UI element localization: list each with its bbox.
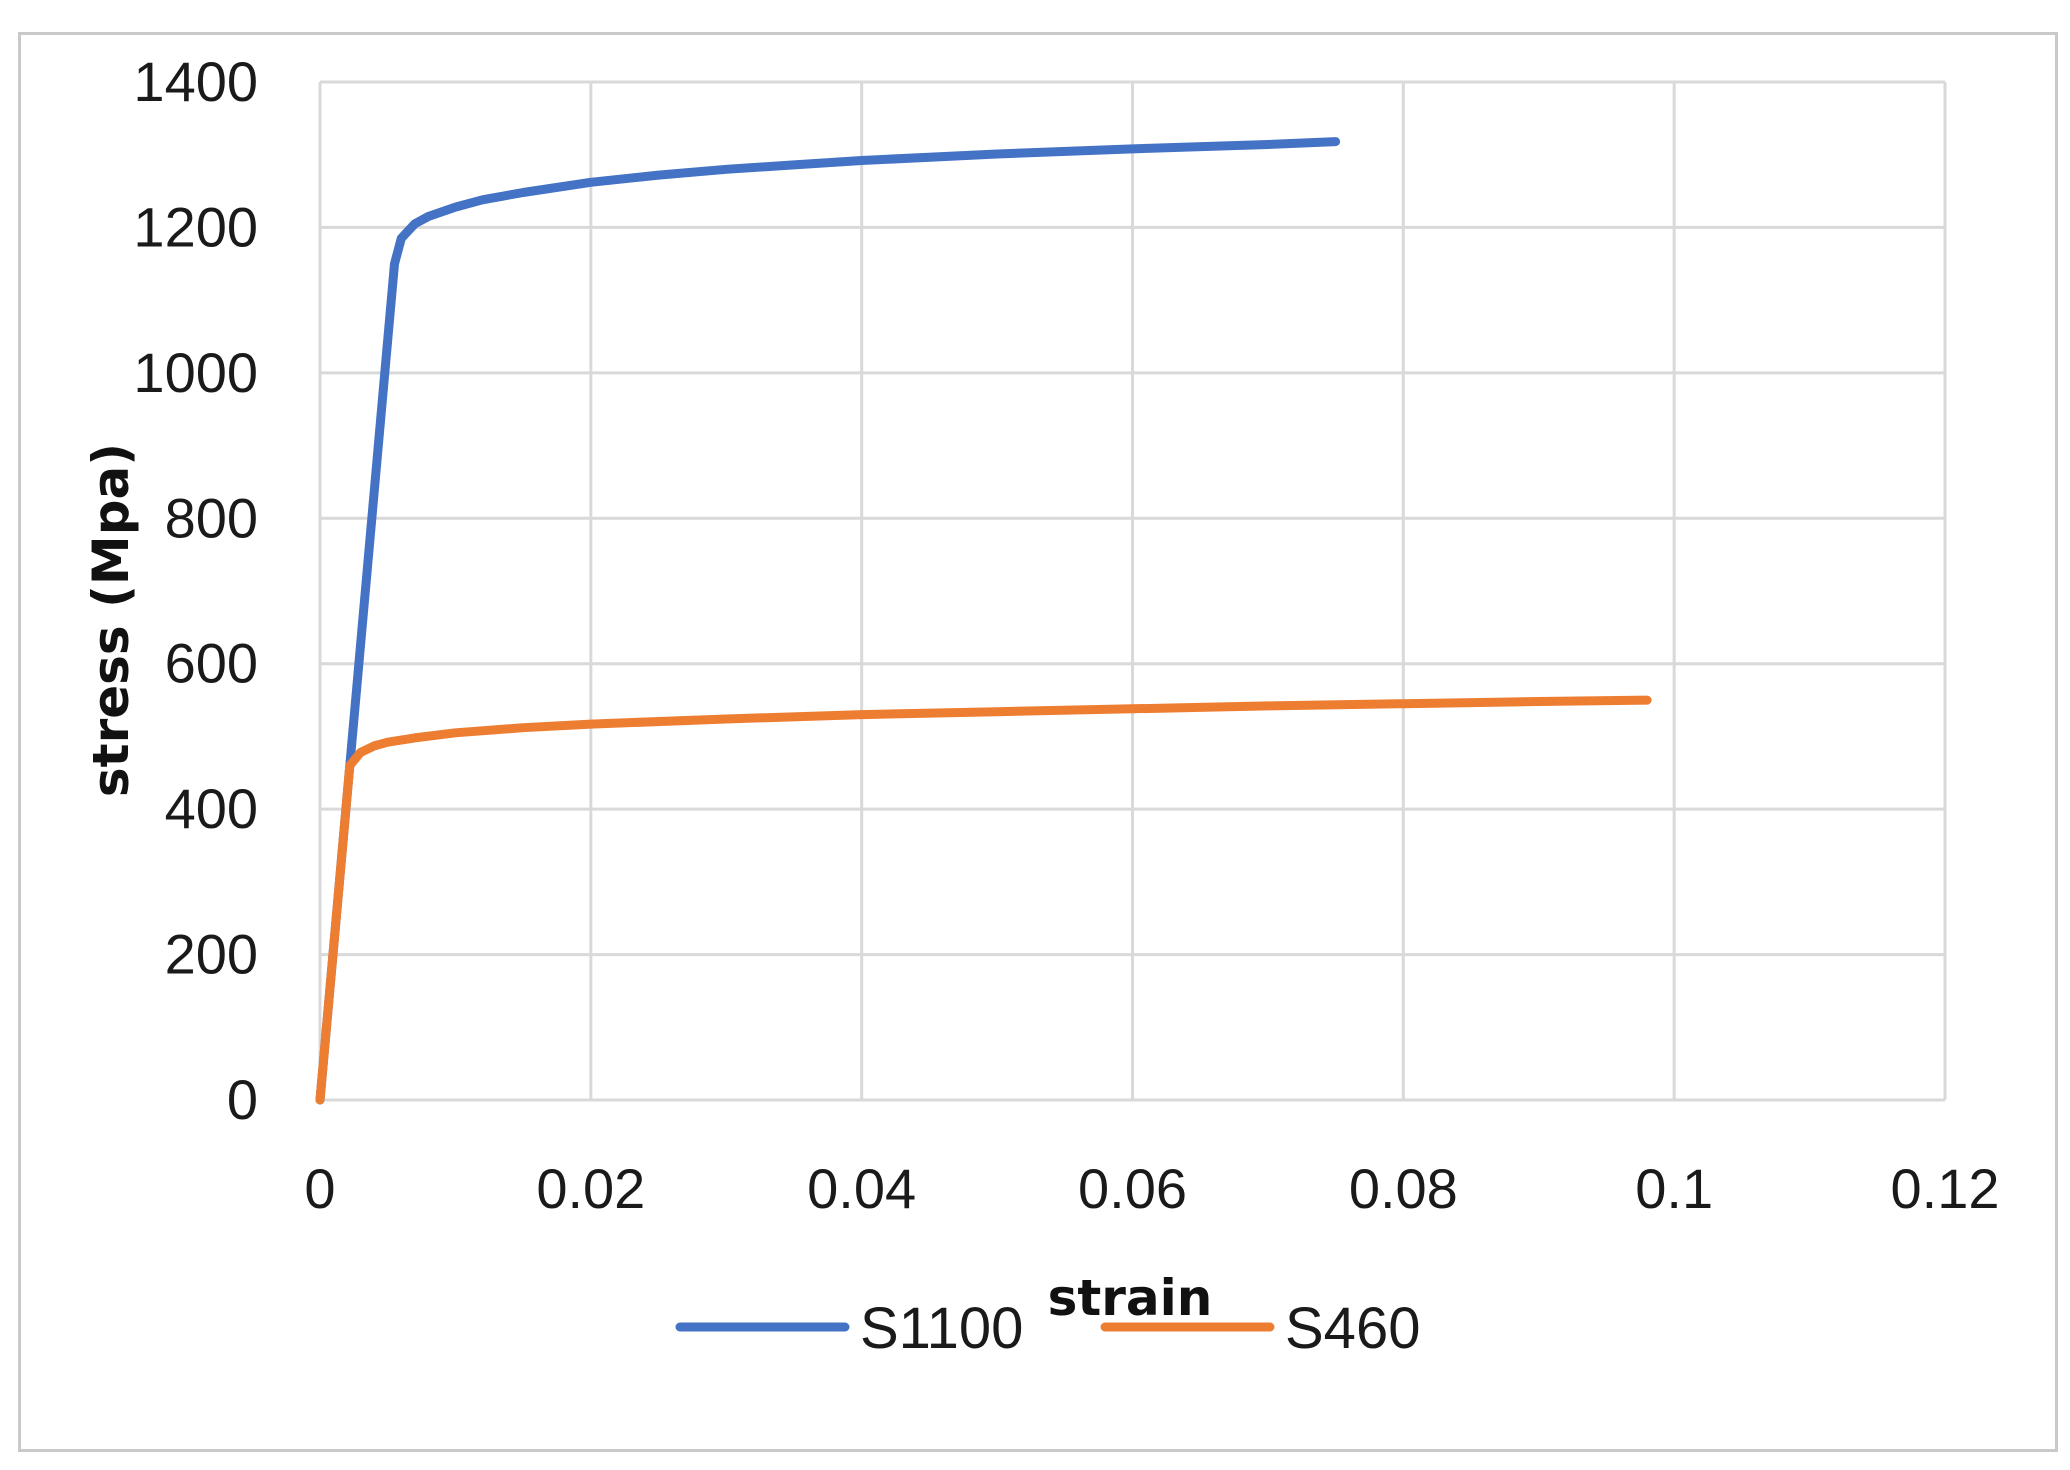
y-tick-label: 1400 bbox=[133, 50, 258, 113]
y-tick-label: 800 bbox=[165, 486, 258, 549]
legend: S1100 S460 bbox=[675, 1296, 1420, 1361]
legend-label-s1100: S1100 bbox=[860, 1296, 1023, 1361]
x-axis-ticks: 0 0.02 0.04 0.06 0.08 0.1 0.12 bbox=[304, 1157, 1999, 1220]
grid bbox=[318, 80, 1947, 1102]
series-line-s1100 bbox=[315, 137, 1341, 1105]
legend-label-s460: S460 bbox=[1285, 1296, 1420, 1361]
y-tick-label: 1200 bbox=[133, 195, 258, 258]
y-tick-label: 1000 bbox=[133, 341, 258, 404]
y-axis-ticks: 0 200 400 600 800 1000 1200 1400 bbox=[133, 50, 258, 1131]
y-tick-label: 0 bbox=[227, 1068, 258, 1131]
y-tick-label: 400 bbox=[165, 777, 258, 840]
x-tick-label: 0.06 bbox=[1078, 1157, 1187, 1220]
series-lines bbox=[315, 137, 1652, 1105]
x-tick-label: 0.12 bbox=[1891, 1157, 2000, 1220]
chart-frame bbox=[18, 32, 2058, 1452]
x-axis-title: strain bbox=[1048, 1269, 1213, 1327]
y-axis-title: stress (Mpa) bbox=[82, 443, 140, 797]
x-tick-label: 0.04 bbox=[807, 1157, 916, 1220]
y-tick-label: 600 bbox=[165, 632, 258, 695]
y-tick-label: 200 bbox=[165, 923, 258, 986]
x-tick-label: 0.02 bbox=[536, 1157, 645, 1220]
x-tick-label: 0 bbox=[304, 1157, 335, 1220]
x-tick-label: 0.1 bbox=[1635, 1157, 1713, 1220]
x-tick-label: 0.08 bbox=[1349, 1157, 1458, 1220]
series-line-s460 bbox=[315, 695, 1652, 1105]
